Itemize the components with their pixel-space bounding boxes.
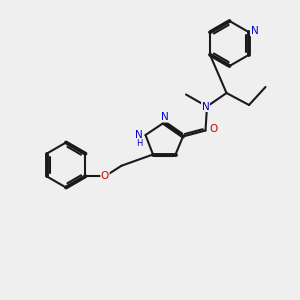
Text: O: O — [101, 171, 109, 181]
Text: N: N — [135, 130, 143, 140]
Text: O: O — [209, 124, 217, 134]
Text: N: N — [250, 26, 258, 36]
Text: H: H — [136, 139, 142, 148]
Text: N: N — [161, 112, 169, 122]
Text: N: N — [202, 101, 209, 112]
